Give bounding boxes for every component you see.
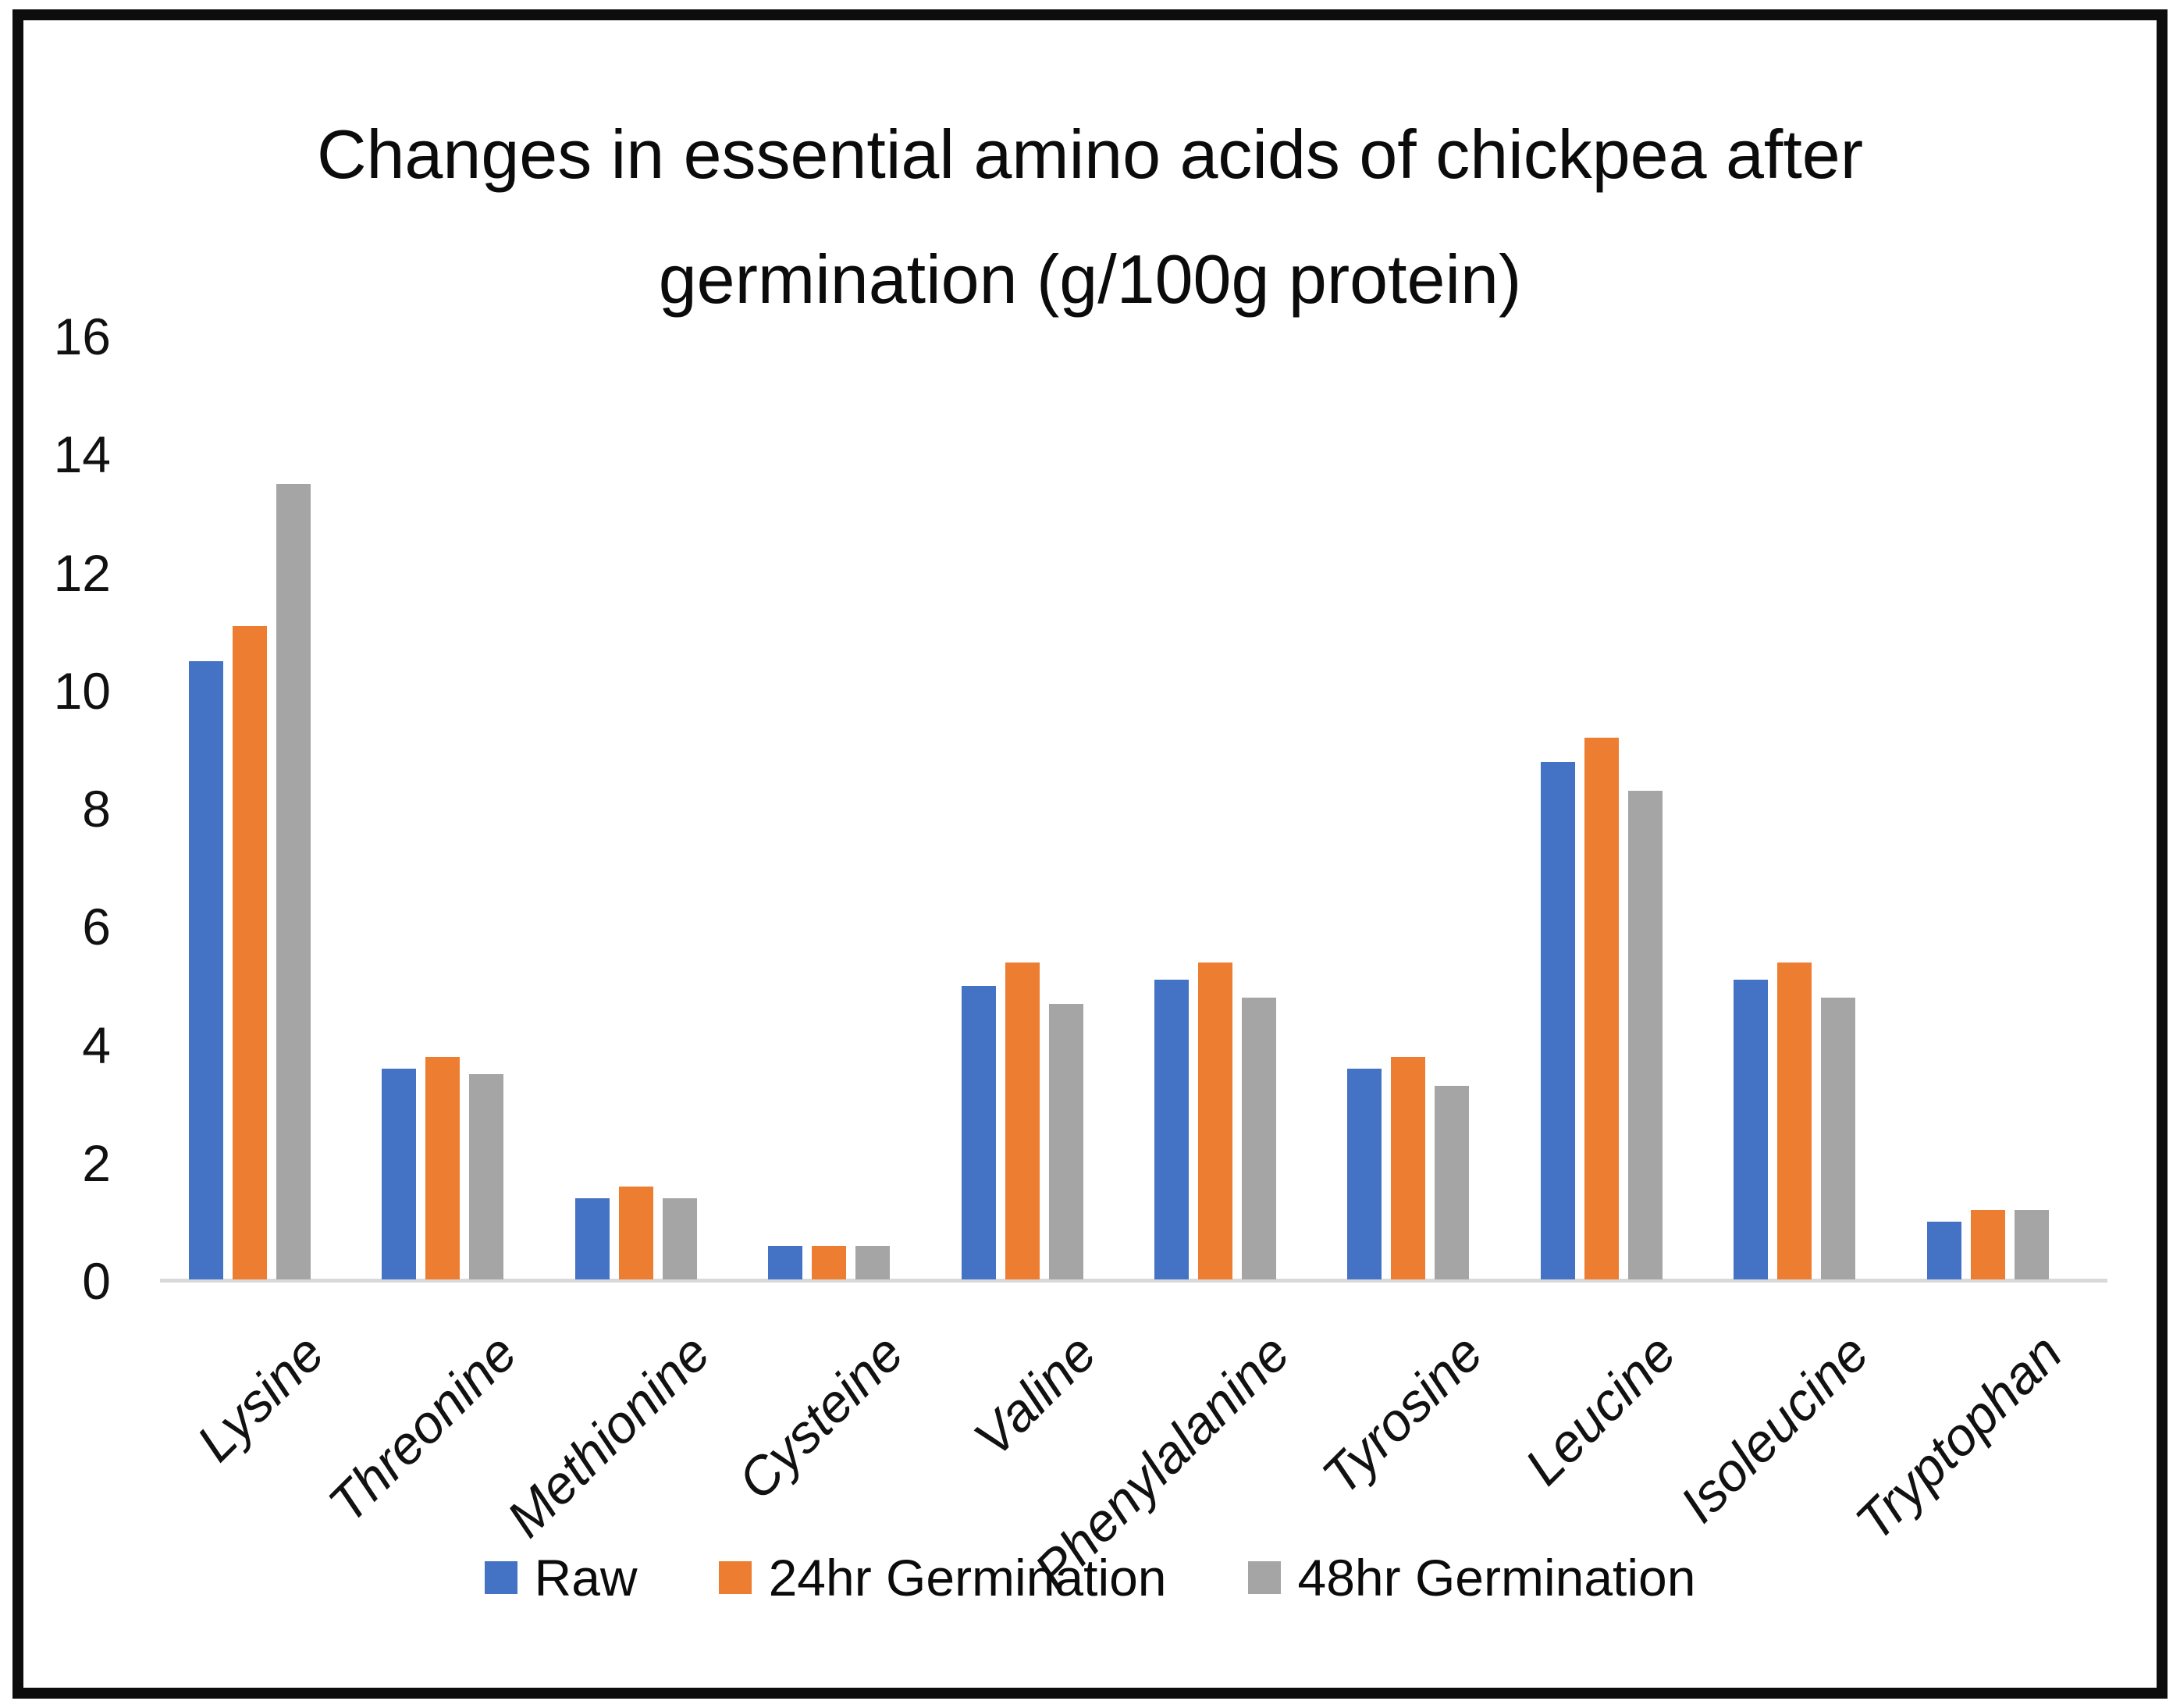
bar-48hr-germination-lysine — [276, 484, 311, 1279]
x-category-label-lysine: Lysine — [185, 1322, 336, 1473]
bar-24hr-germination-valine — [1005, 962, 1040, 1279]
legend-swatch-24hr-germination — [718, 1561, 752, 1594]
bar-48hr-germination-leucine — [1627, 791, 1663, 1279]
legend-label-48hr-germination: 48hr Germination — [1297, 1549, 1696, 1607]
bar-48hr-germination-methionine — [662, 1198, 697, 1279]
bar-48hr-germination-tyrosine — [1435, 1086, 1470, 1279]
bar-raw-tyrosine — [1347, 1068, 1382, 1279]
bar-48hr-germination-phenylalanine — [1242, 998, 1276, 1279]
legend: Raw 24hr Germination 48hr Germination — [0, 1548, 2180, 1607]
bar-24hr-germination-phenylalanine — [1198, 962, 1232, 1279]
bar-24hr-germination-lysine — [233, 625, 267, 1279]
bar-48hr-germination-cysteine — [855, 1245, 891, 1279]
x-category-label-tyrosine: Tyrosine — [1310, 1322, 1494, 1507]
legend-label-24hr-germination: 24hr Germination — [768, 1549, 1167, 1607]
bar-48hr-germination-tryptophan — [2014, 1210, 2049, 1279]
y-tick-label-10: 10 — [53, 661, 111, 720]
bar-24hr-germination-isoleucine — [1777, 962, 1812, 1279]
x-category-label-isoleucine: Isoleucine — [1669, 1322, 1880, 1534]
bar-raw-phenylalanine — [1154, 980, 1189, 1279]
legend-swatch-raw — [484, 1561, 517, 1594]
chart-title-line-2: germination (g/100g protein) — [658, 240, 1522, 318]
bar-24hr-germination-tryptophan — [1970, 1210, 2005, 1279]
x-category-label-leucine: Leucine — [1513, 1322, 1687, 1496]
bar-48hr-germination-isoleucine — [1821, 998, 1856, 1279]
bar-raw-leucine — [1540, 761, 1575, 1279]
x-category-label-valine: Valine — [962, 1322, 1108, 1468]
bar-raw-tryptophan — [1926, 1222, 1961, 1279]
x-category-label-methionine: Methionine — [496, 1322, 722, 1549]
x-category-label-cysteine: Cysteine — [726, 1322, 915, 1511]
y-tick-label-4: 4 — [82, 1016, 111, 1074]
legend-item-raw: Raw — [484, 1548, 638, 1607]
bar-raw-isoleucine — [1734, 980, 1769, 1279]
legend-item-48hr-germination: 48hr Germination — [1247, 1548, 1696, 1607]
y-tick-label-14: 14 — [53, 425, 111, 484]
bar-raw-methionine — [574, 1198, 610, 1279]
bar-raw-threonine — [382, 1068, 417, 1279]
bar-24hr-germination-cysteine — [812, 1245, 847, 1279]
bar-24hr-germination-methionine — [618, 1187, 653, 1279]
y-tick-label-0: 0 — [82, 1252, 111, 1310]
y-tick-label-12: 12 — [53, 543, 111, 602]
bar-raw-cysteine — [768, 1245, 803, 1279]
y-tick-label-8: 8 — [82, 780, 111, 838]
x-category-label-tryptophan: Tryptophan — [1844, 1322, 2074, 1553]
y-tick-label-2: 2 — [82, 1133, 111, 1192]
bar-48hr-germination-valine — [1048, 1003, 1083, 1279]
bar-raw-lysine — [189, 660, 223, 1279]
legend-item-24hr-germination: 24hr Germination — [718, 1548, 1167, 1607]
chart-title: Changes in essential amino acids of chic… — [0, 92, 2180, 342]
bar-48hr-germination-threonine — [469, 1074, 504, 1279]
chart-title-line-1: Changes in essential amino acids of chic… — [316, 116, 1864, 193]
legend-label-raw: Raw — [534, 1549, 638, 1607]
bar-24hr-germination-leucine — [1584, 738, 1619, 1279]
bar-24hr-germination-tyrosine — [1391, 1056, 1426, 1279]
y-tick-label-6: 6 — [82, 898, 111, 956]
legend-swatch-48hr-germination — [1247, 1561, 1281, 1594]
bar-24hr-germination-threonine — [425, 1056, 461, 1279]
x-axis-line — [160, 1279, 2107, 1283]
y-tick-label-16: 16 — [53, 308, 111, 365]
bar-raw-valine — [961, 985, 996, 1279]
